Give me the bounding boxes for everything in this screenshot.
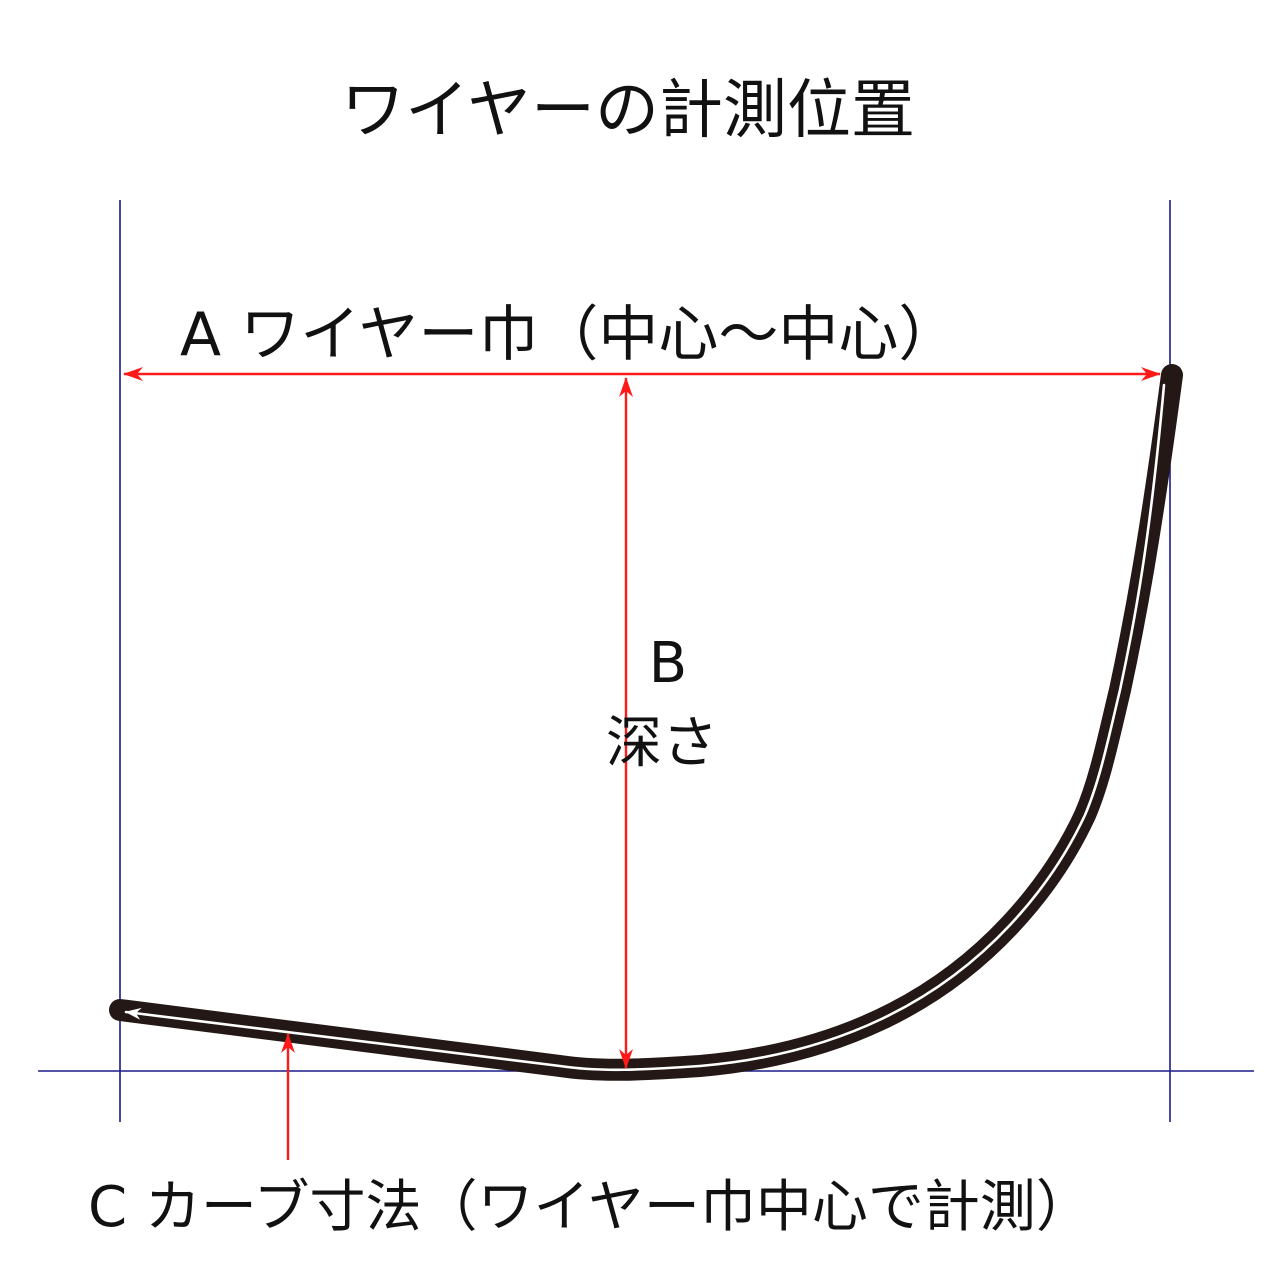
label-b-depth: 深さ bbox=[606, 711, 718, 776]
label-c-curve: C カーブ寸法（ワイヤー巾中心で計測） bbox=[88, 1175, 1092, 1240]
label-a-width: A ワイヤー巾（中心～中心） bbox=[180, 300, 958, 370]
diagram-title: ワイヤーの計測位置 bbox=[341, 74, 915, 148]
label-b-letter: B bbox=[649, 631, 687, 696]
wire-shape bbox=[109, 364, 1183, 1081]
wire-centerline bbox=[124, 383, 1166, 1072]
